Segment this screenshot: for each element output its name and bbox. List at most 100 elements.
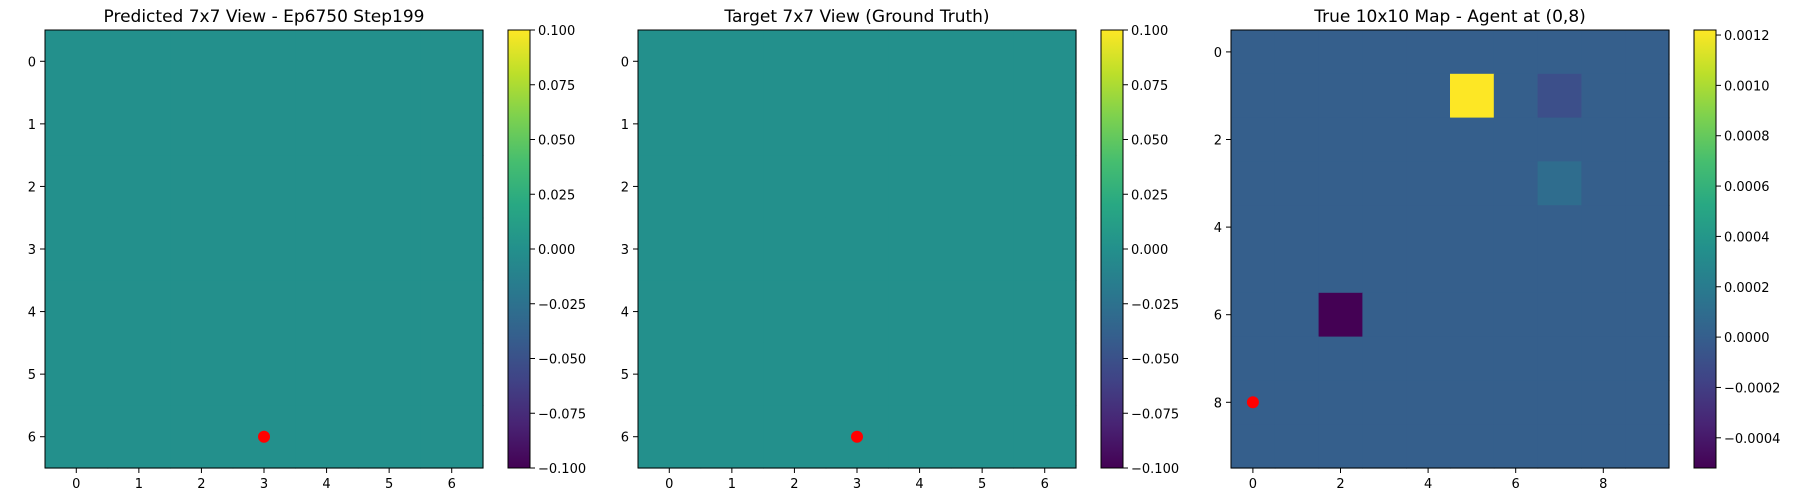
heatmap-cell bbox=[638, 155, 702, 219]
colorbar-tick-label: −0.0004 bbox=[1724, 432, 1780, 447]
heatmap-cell bbox=[1274, 249, 1320, 294]
x-tick-label: 2 bbox=[1336, 477, 1344, 492]
heatmap-cell bbox=[1625, 117, 1670, 162]
heatmap-cell bbox=[170, 217, 234, 281]
heatmap-cell bbox=[357, 280, 422, 344]
heatmap-cell bbox=[1450, 117, 1495, 162]
y-tick-label: 3 bbox=[621, 243, 629, 258]
heatmap-cell bbox=[700, 30, 764, 94]
heatmap-cell bbox=[638, 92, 702, 156]
heatmap-cell bbox=[825, 92, 889, 156]
heatmap-cell bbox=[295, 342, 359, 407]
x-tick-label: 6 bbox=[1041, 477, 1049, 492]
y-tick-label: 0 bbox=[621, 55, 629, 70]
heatmap-cell bbox=[420, 342, 484, 407]
heatmap-cell bbox=[1406, 424, 1451, 469]
y-tick-label: 6 bbox=[1214, 309, 1222, 324]
heatmap-cell bbox=[357, 155, 422, 219]
heatmap-cell bbox=[1362, 292, 1407, 338]
heatmap-cell bbox=[1231, 161, 1276, 206]
heatmap-cell bbox=[420, 280, 484, 344]
heatmap-cell bbox=[1493, 73, 1539, 119]
x-tick-label: 2 bbox=[790, 477, 798, 492]
heatmap-cell bbox=[825, 342, 889, 407]
x-tick-label: 4 bbox=[915, 477, 923, 492]
heatmap-cell bbox=[763, 30, 827, 94]
heatmap-cell bbox=[1537, 292, 1582, 338]
heatmap-cell bbox=[888, 30, 952, 94]
heatmap-cell bbox=[420, 92, 484, 156]
colorbar-tick-label: 0.0012 bbox=[1724, 29, 1770, 44]
colorbar-tick-label: 0.050 bbox=[538, 134, 575, 149]
colorbar-tick-label: 0.100 bbox=[1131, 24, 1168, 39]
x-tick-label: 3 bbox=[853, 477, 861, 492]
heatmap-cell bbox=[763, 217, 827, 281]
colorbar-tick-label: 0.0002 bbox=[1724, 281, 1770, 296]
heatmap-cell bbox=[170, 92, 234, 156]
y-tick-label: 2 bbox=[1214, 134, 1222, 149]
heatmap-cell bbox=[1406, 161, 1451, 206]
x-tick-label: 8 bbox=[1599, 477, 1607, 492]
heatmap-cell bbox=[825, 30, 889, 94]
heatmap-cell bbox=[638, 405, 702, 469]
heatmap-cell bbox=[45, 405, 109, 469]
heatmap-cell bbox=[1274, 117, 1320, 162]
colorbar-tick-label: 0.075 bbox=[538, 79, 575, 94]
heatmap-cell bbox=[232, 92, 296, 156]
heatmap-cell bbox=[700, 342, 764, 407]
x-tick-label: 4 bbox=[322, 477, 330, 492]
y-tick-label: 5 bbox=[28, 368, 36, 383]
heatmap-cell bbox=[888, 92, 952, 156]
colorbar-tick-label: 0.0008 bbox=[1724, 130, 1770, 145]
heatmap-cell bbox=[1274, 292, 1320, 338]
heatmap-cell bbox=[1406, 249, 1451, 294]
x-tick-label: 0 bbox=[1249, 477, 1257, 492]
heatmap-cell bbox=[1013, 92, 1077, 156]
x-tick-label: 0 bbox=[665, 477, 673, 492]
heatmap-cell bbox=[950, 92, 1015, 156]
heatmap-cell bbox=[1537, 30, 1582, 75]
heatmap-cell bbox=[420, 405, 484, 469]
heatmap-cell bbox=[1362, 249, 1407, 294]
heatmap-cell bbox=[232, 30, 296, 94]
heatmap-cell bbox=[888, 342, 952, 407]
heatmap-cell bbox=[170, 30, 234, 94]
heatmap-cell bbox=[1362, 424, 1407, 469]
y-tick-label: 3 bbox=[28, 243, 36, 258]
heatmap-cell bbox=[1406, 380, 1451, 425]
heatmap-cell bbox=[1581, 292, 1626, 338]
heatmap-panel-1: Predicted 7x7 View - Ep6750 Step199 0 1 2 3 4… bbox=[28, 7, 586, 492]
colorbar-tick-label: 0.100 bbox=[538, 24, 575, 39]
heatmap-cell bbox=[1013, 280, 1077, 344]
heatmap-cell bbox=[1450, 205, 1495, 250]
heatmap-cell bbox=[1274, 205, 1320, 250]
heatmap-cell bbox=[45, 30, 109, 94]
y-tick-label: 6 bbox=[621, 431, 629, 446]
heatmap-cell bbox=[107, 280, 171, 344]
x-tick-label: 1 bbox=[728, 477, 736, 492]
heatmap-cell bbox=[825, 280, 889, 344]
heatmap-cell bbox=[1406, 336, 1451, 381]
heatmap-cell bbox=[1274, 380, 1320, 425]
heatmap-cell bbox=[295, 155, 359, 219]
heatmap-cell bbox=[295, 217, 359, 281]
x-tick-label: 3 bbox=[260, 477, 268, 492]
heatmap-cell bbox=[1318, 336, 1363, 381]
heatmap-cell bbox=[1318, 161, 1363, 206]
y-tick-label: 4 bbox=[28, 306, 36, 321]
heatmap-cell bbox=[1493, 380, 1539, 425]
x-tick-label: 5 bbox=[978, 477, 986, 492]
heatmap-cell bbox=[1231, 292, 1276, 338]
heatmap-cell bbox=[1537, 424, 1582, 469]
heatmap-cell bbox=[107, 217, 171, 281]
heatmap-cell bbox=[1362, 380, 1407, 425]
heatmap-cell bbox=[1537, 161, 1582, 206]
heatmap-cell bbox=[1231, 249, 1276, 294]
chart-title: True 10x10 Map - Agent at (0,8) bbox=[1313, 7, 1586, 27]
heatmap-cell bbox=[1406, 73, 1451, 119]
heatmap-cell bbox=[357, 342, 422, 407]
colorbar bbox=[1100, 29, 1124, 469]
heatmap-cell bbox=[232, 342, 296, 407]
heatmap-cell bbox=[1362, 161, 1407, 206]
y-tick-label: 4 bbox=[621, 306, 629, 321]
